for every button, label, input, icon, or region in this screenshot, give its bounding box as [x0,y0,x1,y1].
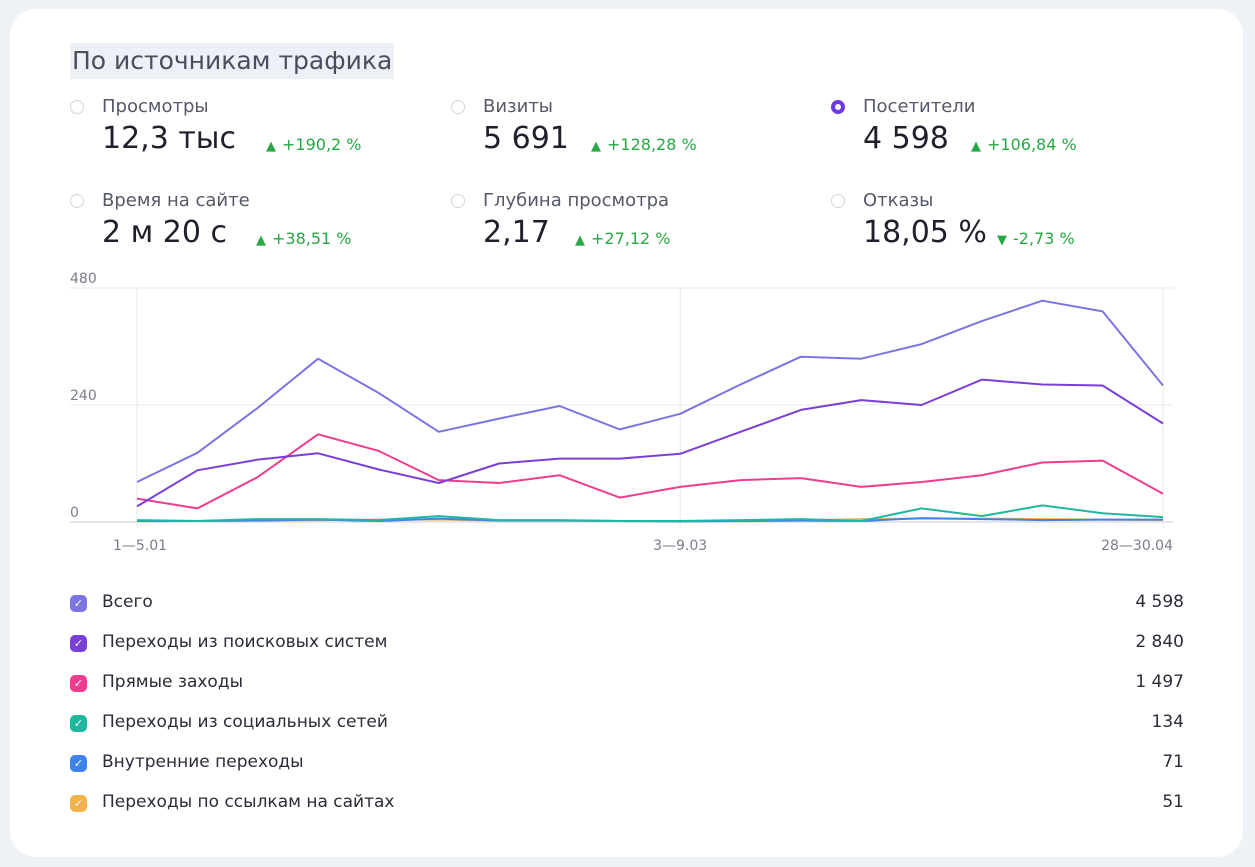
metric-delta-value: +190,2 % [282,135,362,154]
x-tick-label: 1—5.01 [113,538,167,554]
metric-delta: ▲ +38,51 % [256,229,352,248]
legend-value: 71 [1162,752,1184,772]
traffic-sources-card: По источникам трафика Просмотры 12,3 тыс… [10,9,1243,857]
metric-delta: ▲ +128,28 % [591,135,697,154]
metric-delta-value: +106,84 % [987,135,1077,154]
y-tick-label: 240 [70,388,97,404]
checkbox-checked-icon[interactable]: ✓ [70,635,87,652]
metric-value: 2,17 [483,215,550,250]
metric-delta-value: -2,73 % [1013,229,1075,248]
metric-value: 2 м 20 с [102,215,227,250]
triangle-up-icon: ▲ [575,233,585,248]
metric-radio-selected[interactable] [831,100,845,114]
legend-value: 1 497 [1135,672,1184,692]
metric-label: Посетители [863,96,976,117]
legend-value: 2 840 [1135,632,1184,652]
checkbox-checked-icon[interactable]: ✓ [70,675,87,692]
metric-radio[interactable] [70,100,84,114]
legend-row-internal[interactable]: ✓ Внутренние переходы 71 [70,752,1184,774]
metric-radio[interactable] [70,194,84,208]
legend-label: Прямые заходы [102,672,244,692]
metric-value: 12,3 тыс [102,121,236,156]
metric-value: 5 691 [483,121,569,156]
legend-label: Всего [102,592,153,612]
metric-label: Визиты [483,96,554,117]
legend-label: Переходы из поисковых систем [102,632,388,652]
metric-delta: ▲ +106,84 % [971,135,1077,154]
legend-label: Переходы из социальных сетей [102,712,388,732]
metric-label: Отказы [863,190,934,211]
metric-label: Время на сайте [102,190,250,211]
traffic-line-chart: 0 240 480 1—5.01 3—9.03 28—30.04 [70,271,1173,554]
triangle-down-icon: ▼ [997,233,1007,248]
checkbox-checked-icon[interactable]: ✓ [70,795,87,812]
legend-label: Внутренние переходы [102,752,304,772]
legend-row-links[interactable]: ✓ Переходы по ссылкам на сайтах 51 [70,792,1184,814]
x-tick-label: 28—30.04 [1101,538,1173,554]
series-line [136,299,1164,483]
legend-row-search[interactable]: ✓ Переходы из поисковых систем 2 840 [70,632,1184,654]
metric-label: Глубина просмотра [483,190,670,211]
triangle-up-icon: ▲ [971,139,981,154]
legend-value: 4 598 [1135,592,1184,612]
checkbox-checked-icon[interactable]: ✓ [70,755,87,772]
metric-radio[interactable] [831,194,845,208]
y-tick-label: 480 [70,271,97,287]
metric-delta-value: +27,12 % [591,229,671,248]
triangle-up-icon: ▲ [591,139,601,154]
x-tick-label: 3—9.03 [653,538,707,554]
legend-row-total[interactable]: ✓ Всего 4 598 [70,592,1184,614]
series-line [136,378,1164,508]
checkbox-checked-icon[interactable]: ✓ [70,715,87,732]
metric-delta: ▲ +190,2 % [266,135,362,154]
legend-value: 134 [1151,712,1184,732]
metric-radio[interactable] [451,100,465,114]
series-line [136,504,1164,522]
metric-label: Просмотры [102,96,209,117]
legend-row-social[interactable]: ✓ Переходы из социальных сетей 134 [70,712,1184,734]
legend-label: Переходы по ссылкам на сайтах [102,792,395,812]
legend-row-direct[interactable]: ✓ Прямые заходы 1 497 [70,672,1184,694]
metric-delta-value: +38,51 % [272,229,352,248]
metric-delta: ▼ -2,73 % [997,229,1075,248]
series-line [136,433,1164,510]
metric-radio[interactable] [451,194,465,208]
metric-delta: ▲ +27,12 % [575,229,671,248]
legend-value: 51 [1162,792,1184,812]
y-tick-label: 0 [70,505,79,521]
card-title: По источникам трафика [70,43,395,79]
triangle-up-icon: ▲ [256,233,266,248]
metric-delta-value: +128,28 % [607,135,697,154]
checkbox-checked-icon[interactable]: ✓ [70,595,87,612]
triangle-up-icon: ▲ [266,139,276,154]
metric-value: 4 598 [863,121,949,156]
metric-value: 18,05 % [863,215,987,250]
